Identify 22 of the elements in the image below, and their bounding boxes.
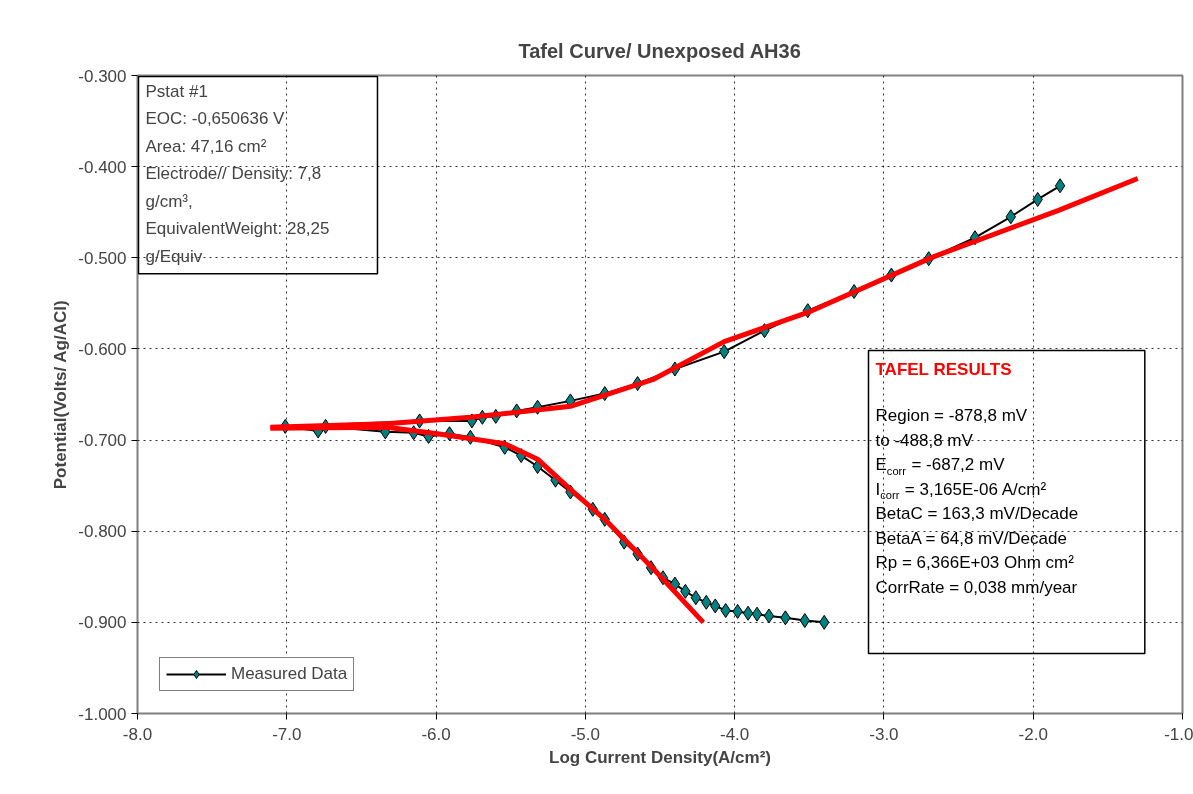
y-tick-label: -0.400	[78, 157, 127, 177]
y-tick-label: -0.300	[78, 66, 127, 86]
x-tick-label: -2.0	[1018, 724, 1048, 744]
y-tick-label: -0.600	[78, 339, 127, 359]
x-tick-label: -4.0	[720, 724, 750, 744]
y-tick-label: -0.800	[78, 522, 127, 542]
x-tick-label: -7.0	[272, 724, 302, 744]
x-tick-label: -3.0	[869, 724, 899, 744]
x-tick-label: -8.0	[122, 724, 153, 744]
x-tick-label: -5.0	[570, 724, 601, 744]
y-tick-label: -0.900	[78, 613, 127, 633]
y-tick-label: -0.500	[78, 248, 127, 268]
y-axis-title: Potential(Volts/ Ag/ACl)	[51, 300, 71, 490]
y-tick-label: -0.700	[78, 431, 127, 451]
x-tick-label: -1.0	[1164, 724, 1193, 744]
chart-title: Tafel Curve/ Unexposed AH36	[518, 39, 801, 62]
legend-label: Measured Data	[231, 664, 348, 684]
x-axis-title: Log Current Density(A/cm²)	[549, 747, 771, 767]
y-tick-label: -1.000	[78, 704, 127, 724]
x-tick-label: -6.0	[421, 724, 451, 744]
annotation: Pstat #1 EOC: -0,650636 V Area: 47,16 cm² Electrode// Density: 7,8 g/cm³, EquivalentWeight: 28,25 g/Equiv	[145, 81, 330, 266]
annotation: TAFEL RESULTS	[875, 359, 1012, 379]
